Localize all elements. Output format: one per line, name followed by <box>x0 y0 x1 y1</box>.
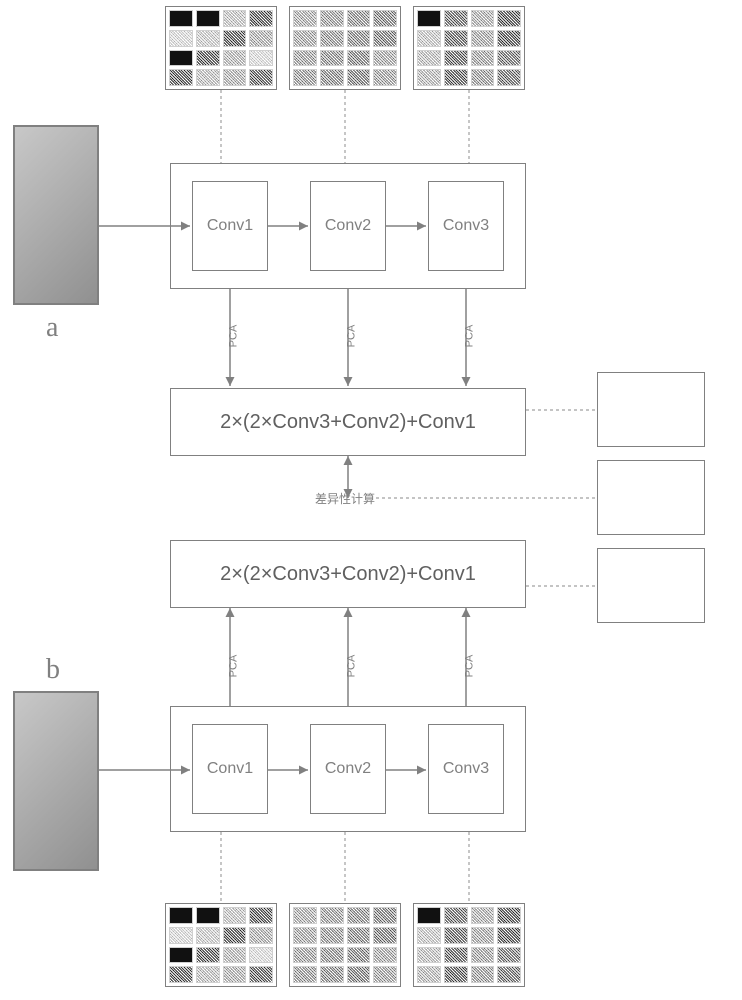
feature-map-top-2 <box>289 6 401 90</box>
conv3-bot-label: Conv3 <box>443 760 489 778</box>
conv2-top-box: Conv2 <box>310 181 386 271</box>
pca-bot-1: PCA <box>227 655 239 678</box>
feature-map-bot-3 <box>413 903 525 987</box>
input-image-a <box>13 125 99 305</box>
label-b: b <box>46 654 60 686</box>
pca-top-1: PCA <box>227 325 239 348</box>
pca-top-2: PCA <box>345 325 357 348</box>
formula-top-label: 2×(2×Conv3+Conv2)+Conv1 <box>220 411 476 434</box>
conv1-bot-box: Conv1 <box>192 724 268 814</box>
pca-bot-2: PCA <box>345 655 357 678</box>
conv2-top-label: Conv2 <box>325 217 371 235</box>
conv2-bot-box: Conv2 <box>310 724 386 814</box>
conv3-bot-box: Conv3 <box>428 724 504 814</box>
conv1-top-box: Conv1 <box>192 181 268 271</box>
formula-bot-label: 2×(2×Conv3+Conv2)+Conv1 <box>220 563 476 586</box>
pca-bot-3: PCA <box>463 655 475 678</box>
conv3-top-box: Conv3 <box>428 181 504 271</box>
feature-map-top-1 <box>165 6 277 90</box>
output-box-1 <box>597 372 705 447</box>
feature-map-top-3 <box>413 6 525 90</box>
diff-label: 差异性计算 <box>315 490 375 507</box>
pca-top-3: PCA <box>463 325 475 348</box>
feature-map-bot-2 <box>289 903 401 987</box>
conv1-bot-label: Conv1 <box>207 760 253 778</box>
feature-map-bot-1 <box>165 903 277 987</box>
conv2-bot-label: Conv2 <box>325 760 371 778</box>
conv1-top-label: Conv1 <box>207 217 253 235</box>
formula-top-box: 2×(2×Conv3+Conv2)+Conv1 <box>170 388 526 456</box>
output-box-2 <box>597 460 705 535</box>
label-a: a <box>46 312 58 344</box>
formula-bot-box: 2×(2×Conv3+Conv2)+Conv1 <box>170 540 526 608</box>
input-image-b <box>13 691 99 871</box>
conv3-top-label: Conv3 <box>443 217 489 235</box>
output-box-3 <box>597 548 705 623</box>
